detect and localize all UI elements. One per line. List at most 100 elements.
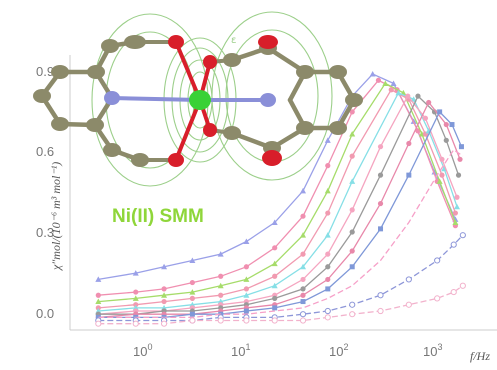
data-point bbox=[457, 156, 463, 162]
series-line bbox=[98, 285, 464, 325]
data-point bbox=[133, 302, 139, 308]
data-point bbox=[437, 109, 443, 115]
data-point bbox=[300, 251, 306, 257]
y-tick-labels: 0.0 0.3 0.6 0.9 bbox=[36, 64, 54, 321]
data-point bbox=[300, 276, 306, 283]
data-point bbox=[218, 292, 224, 298]
data-point bbox=[217, 282, 224, 289]
data-point bbox=[349, 301, 356, 308]
data-point bbox=[300, 299, 306, 305]
data-point bbox=[299, 311, 307, 318]
data-point bbox=[377, 172, 384, 178]
data-point bbox=[415, 93, 421, 99]
x-tick-label: 102 bbox=[329, 342, 348, 359]
data-point bbox=[243, 238, 250, 244]
data-point bbox=[459, 232, 466, 239]
data-point bbox=[300, 213, 306, 219]
data-point bbox=[271, 260, 278, 267]
data-point bbox=[426, 99, 432, 106]
data-point bbox=[243, 292, 250, 298]
data-point bbox=[243, 317, 250, 324]
data-point bbox=[452, 210, 458, 216]
data-point bbox=[434, 257, 441, 264]
data-point bbox=[243, 276, 250, 282]
atoms bbox=[33, 35, 363, 167]
data-point bbox=[325, 264, 331, 270]
data-point bbox=[300, 263, 307, 270]
data-point bbox=[324, 232, 331, 238]
data-point bbox=[243, 286, 249, 292]
ni-smm-label: Ni(II) SMM bbox=[112, 206, 204, 227]
data-point bbox=[449, 122, 455, 128]
data-point bbox=[406, 172, 412, 178]
data-point bbox=[299, 317, 307, 324]
data-point bbox=[434, 295, 441, 302]
data-series bbox=[98, 148, 464, 319]
x-axis-title: f/Hz bbox=[470, 349, 490, 363]
data-point bbox=[300, 187, 307, 194]
data-point bbox=[377, 307, 384, 315]
data-point bbox=[95, 276, 102, 282]
x-tick-label: 103 bbox=[423, 342, 442, 359]
data-point bbox=[95, 320, 102, 327]
data-series bbox=[95, 232, 466, 324]
y-tick-label: 0.6 bbox=[36, 144, 54, 159]
data-point bbox=[325, 286, 331, 292]
data-point bbox=[324, 314, 331, 321]
data-point bbox=[436, 178, 443, 184]
contour-label: ε bbox=[231, 35, 236, 46]
data-point bbox=[271, 317, 278, 324]
data-point bbox=[349, 131, 356, 137]
data-point bbox=[217, 317, 224, 324]
data-point bbox=[405, 276, 412, 283]
series-line bbox=[98, 92, 458, 312]
data-point bbox=[452, 219, 459, 226]
data-series bbox=[95, 282, 466, 327]
series-layer bbox=[95, 70, 466, 327]
data-point bbox=[388, 87, 394, 93]
data-point bbox=[395, 89, 402, 96]
data-point bbox=[300, 232, 307, 238]
y-tick-label: 0.0 bbox=[36, 306, 54, 321]
data-series bbox=[95, 87, 458, 311]
data-point bbox=[439, 172, 445, 178]
data-point bbox=[349, 229, 355, 235]
data-point bbox=[161, 263, 168, 270]
series-line bbox=[98, 148, 464, 319]
data-point bbox=[349, 207, 355, 213]
data-point bbox=[375, 77, 382, 83]
y-tick-label: 0.3 bbox=[36, 225, 54, 240]
data-point bbox=[189, 317, 196, 324]
data-point bbox=[272, 245, 278, 251]
data-point bbox=[325, 163, 331, 169]
data-point bbox=[189, 257, 196, 263]
data-point bbox=[217, 251, 224, 257]
data-point bbox=[95, 305, 101, 311]
data-point bbox=[450, 241, 457, 248]
y-tick-label: 0.9 bbox=[36, 64, 54, 79]
data-point bbox=[455, 172, 462, 178]
data-point bbox=[161, 286, 167, 292]
data-point bbox=[161, 292, 168, 298]
data-point bbox=[160, 320, 168, 327]
data-point bbox=[133, 289, 139, 295]
data-point bbox=[271, 219, 278, 226]
data-point bbox=[443, 137, 449, 143]
data-point bbox=[243, 308, 249, 314]
data-point bbox=[132, 270, 139, 276]
data-point bbox=[189, 279, 195, 286]
x-tick-labels: 100 101 102 103 bbox=[133, 342, 442, 359]
data-point bbox=[272, 273, 278, 279]
data-point bbox=[378, 226, 384, 232]
data-point bbox=[369, 70, 376, 77]
data-point bbox=[377, 200, 384, 207]
data-point bbox=[349, 311, 356, 318]
data-point bbox=[324, 307, 331, 315]
data-point bbox=[132, 295, 139, 301]
data-point bbox=[325, 251, 331, 257]
data-point bbox=[349, 153, 355, 159]
data-point bbox=[300, 286, 306, 292]
chart-axes bbox=[69, 55, 497, 331]
data-point bbox=[132, 320, 139, 327]
x-tick-label: 101 bbox=[231, 342, 250, 359]
